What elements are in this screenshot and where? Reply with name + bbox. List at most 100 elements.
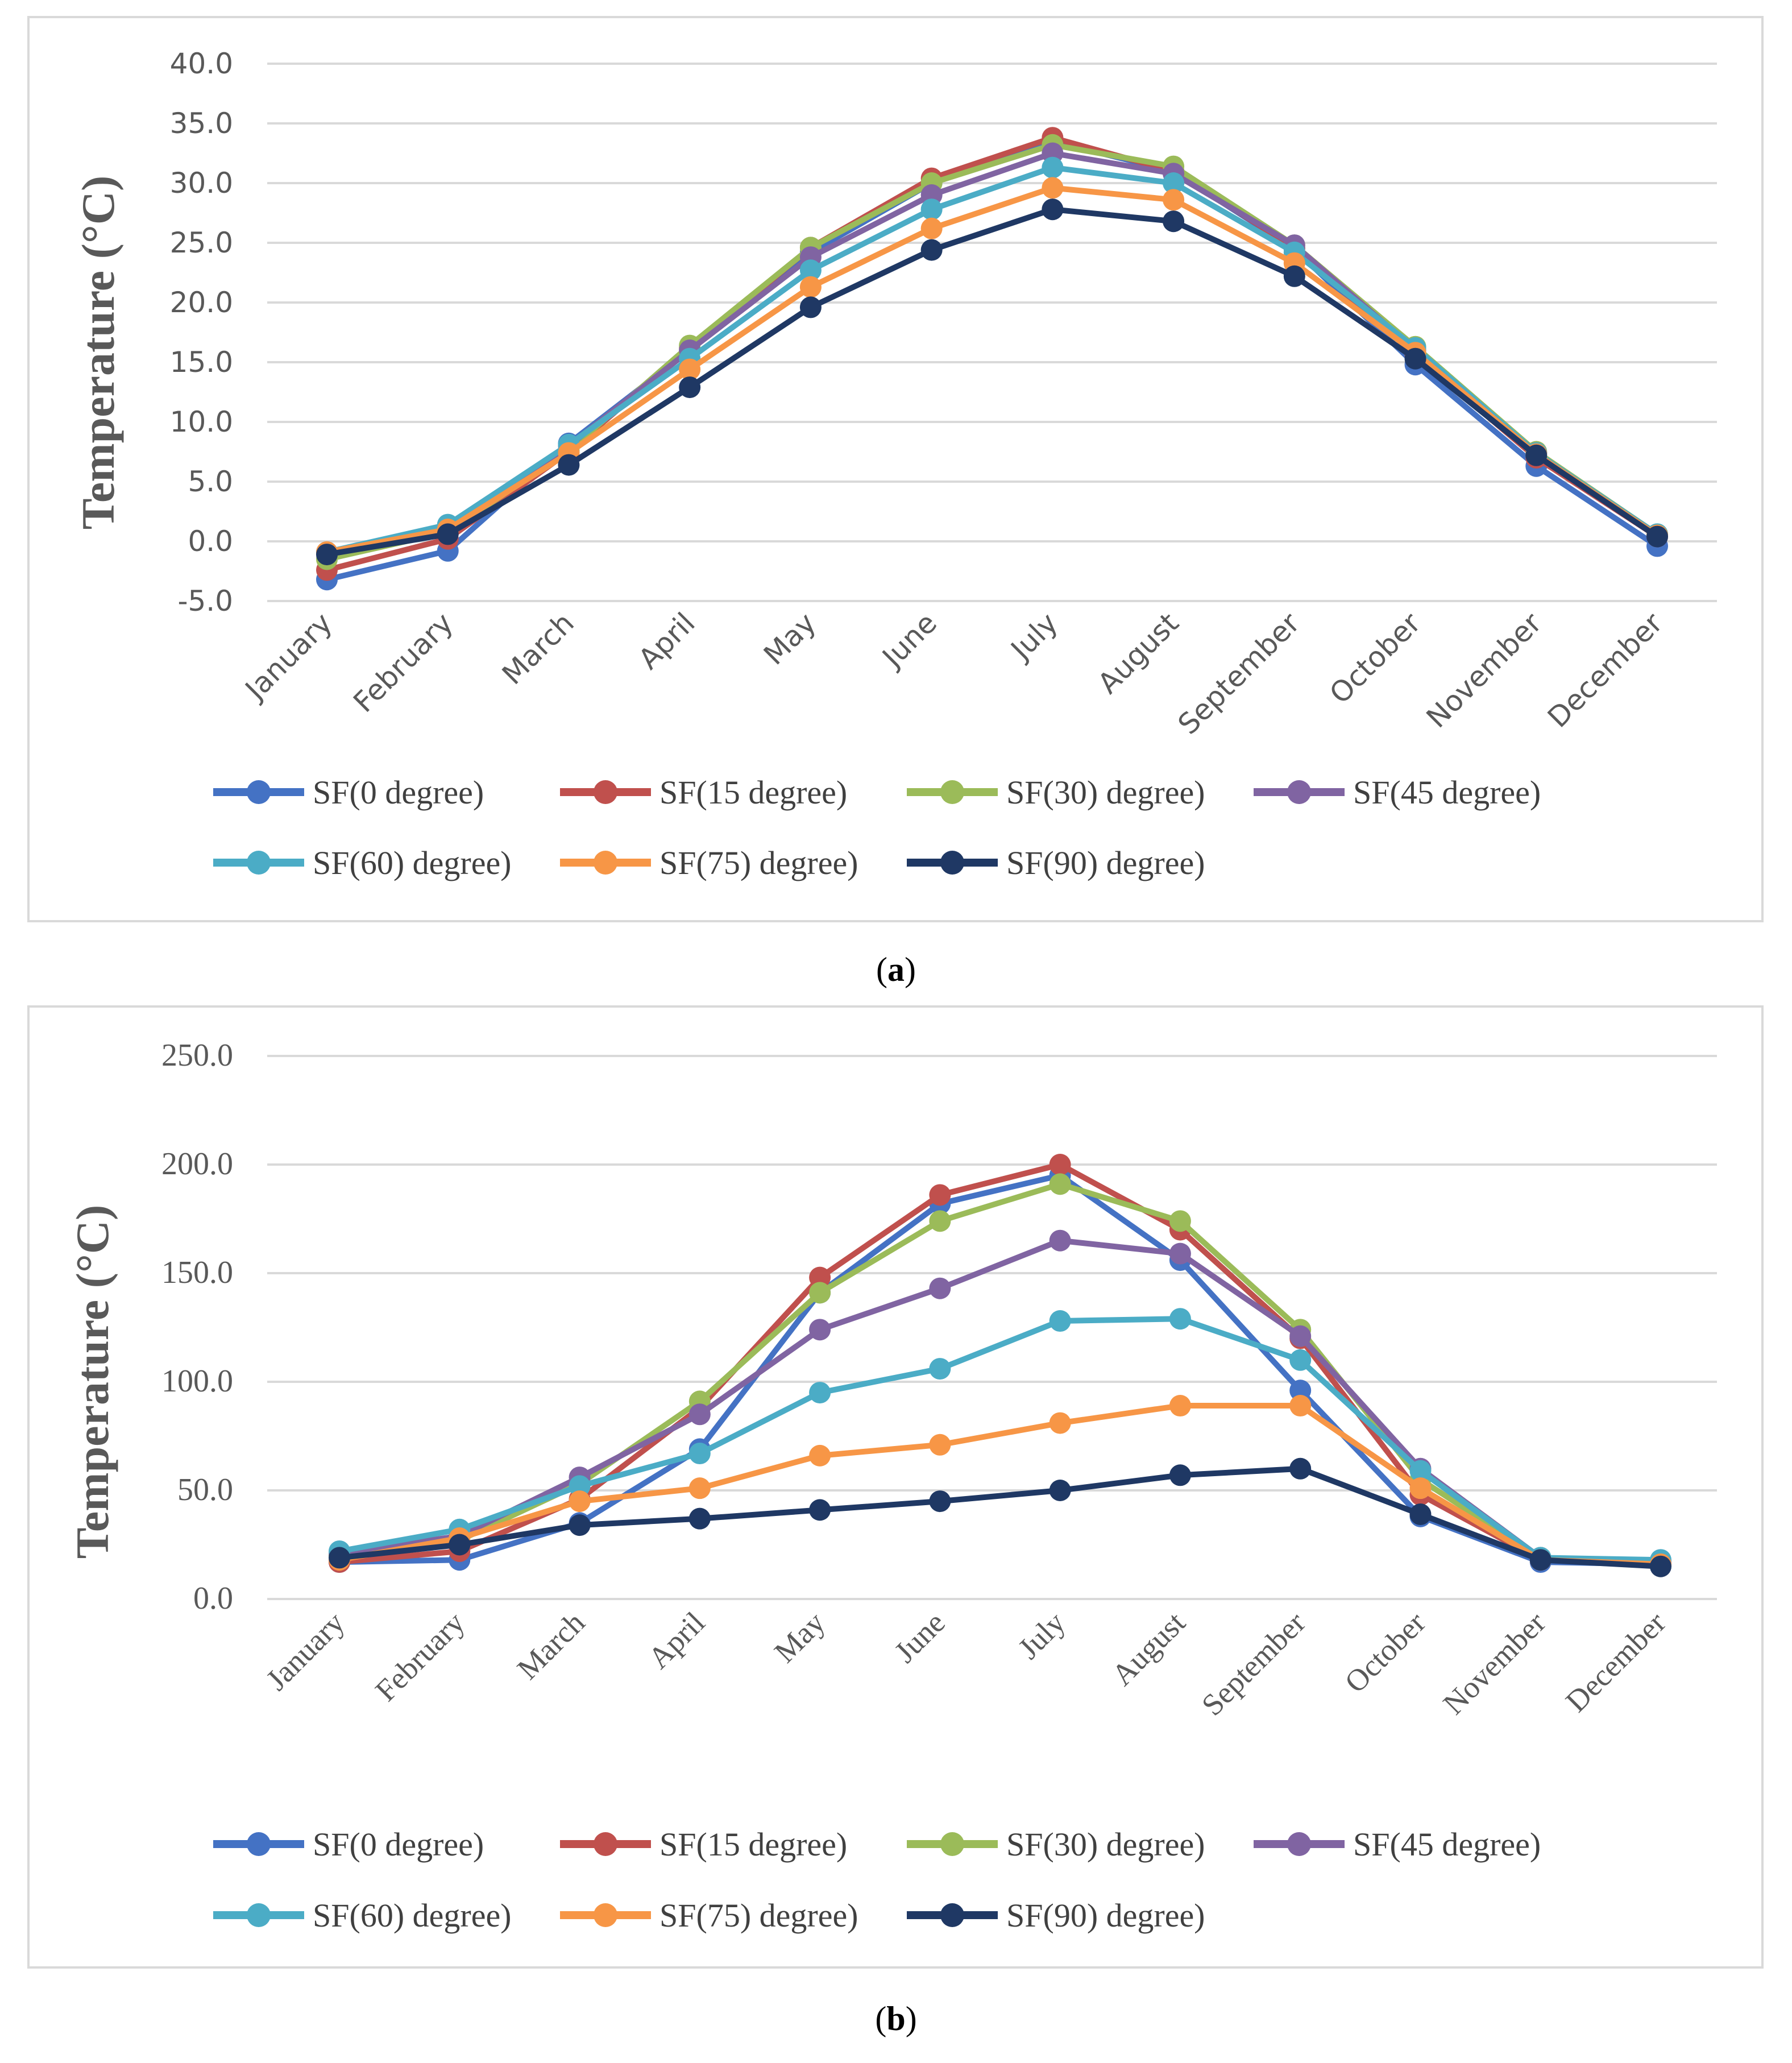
caption-a: (a) — [876, 951, 916, 988]
chart-b-data-point — [688, 1403, 711, 1426]
chart-a-data-point — [1042, 177, 1064, 199]
chart-b-legend-label: SF(75) degree) — [659, 1897, 858, 1934]
chart-b-ytick-label: 50.0 — [177, 1472, 233, 1507]
chart-a-data-point — [1042, 198, 1064, 221]
chart-a-data-point — [1163, 172, 1185, 194]
chart-a-data-point — [799, 276, 822, 298]
chart-b-legend-label: SF(90) degree) — [1006, 1897, 1205, 1934]
chart-b-legend-marker — [940, 1832, 964, 1856]
chart-b-legend-marker — [940, 1903, 964, 1927]
chart-b-data-point — [688, 1443, 711, 1465]
chart-b-data-point — [809, 1499, 831, 1521]
chart-b-data-point — [1169, 1242, 1191, 1265]
chart-b-ytick-label: 0.0 — [193, 1581, 233, 1616]
chart-a-ytick-label: 10.0 — [170, 405, 233, 438]
chart-b-data-point — [1529, 1549, 1552, 1571]
chart-a-data-point — [920, 217, 943, 239]
chart-b-data-point — [1289, 1457, 1312, 1480]
chart-a-data-point — [1404, 347, 1426, 370]
chart-b-data-point — [569, 1490, 591, 1513]
chart-a-legend-marker — [940, 851, 964, 875]
chart-a-data-point — [437, 523, 459, 545]
chart-b-ytick-label: 150.0 — [161, 1255, 233, 1290]
chart-b-data-point — [1650, 1555, 1671, 1577]
chart-a-legend-label: SF(90) degree) — [1006, 844, 1205, 881]
chart-a-data-point — [799, 259, 822, 281]
chart-b-data-point — [1049, 1229, 1071, 1252]
chart-b-data-point — [809, 1319, 831, 1341]
chart-b-data-point — [449, 1534, 471, 1556]
chart-b-data-point — [1049, 1173, 1071, 1195]
chart-b-data-point — [929, 1434, 951, 1456]
chart-a-ytick-label: 35.0 — [170, 107, 233, 140]
chart-b-ytick-label: 250.0 — [161, 1038, 233, 1073]
chart-b-data-point — [1169, 1395, 1191, 1417]
chart-a-legend-label: SF(45 degree) — [1353, 774, 1541, 811]
chart-b-data-point — [1289, 1349, 1312, 1371]
chart-a-legend-marker — [594, 780, 617, 804]
chart-b-legend-marker — [1287, 1832, 1311, 1856]
chart-b-legend-marker — [247, 1903, 271, 1927]
chart-a-data-point — [316, 544, 338, 566]
chart-a-ytick-label: 0.0 — [188, 525, 233, 558]
chart-b-legend-label: SF(30) degree) — [1006, 1826, 1205, 1863]
chart-a-ytick-label: 25.0 — [170, 226, 233, 259]
chart-a-data-point — [558, 454, 580, 476]
chart-b-data-point — [569, 1475, 591, 1497]
chart-a-data-point — [799, 296, 822, 318]
chart-b-data-point — [1289, 1395, 1312, 1417]
chart-a-data-point — [1646, 525, 1668, 548]
caption-b: (b) — [875, 2000, 916, 2037]
chart-b-series-line — [337, 1465, 1664, 1569]
chart-b-legend-marker — [594, 1832, 617, 1856]
chart-b-legend-label: SF(15 degree) — [659, 1826, 847, 1863]
chart-b-data-point — [569, 1514, 591, 1536]
chart-a-data-point — [1163, 189, 1185, 211]
chart-b-data-point — [1409, 1460, 1432, 1482]
chart-b-data-point — [929, 1210, 951, 1232]
chart-a-frame — [27, 16, 1764, 922]
chart-a-data-point — [1283, 265, 1305, 287]
chart-a-ytick-label: -5.0 — [177, 585, 233, 618]
chart-a-legend-label: SF(60) degree) — [313, 844, 512, 881]
chart-a-ytick-label: 40.0 — [170, 47, 233, 80]
chart-a-legend-marker — [1287, 780, 1311, 804]
chart-b-data-point — [688, 1477, 711, 1499]
chart-b-data-point — [929, 1490, 951, 1513]
chart-b-legend-label: SF(0 degree) — [313, 1826, 484, 1863]
chart-b-data-point — [1049, 1310, 1071, 1332]
chart-a-data-point — [1525, 444, 1548, 466]
chart-a-legend-marker — [940, 780, 964, 804]
chart-a-data-point — [679, 358, 701, 380]
chart-b-data-point — [929, 1277, 951, 1299]
chart-b-legend-label: SF(45 degree) — [1353, 1826, 1541, 1863]
chart-a-legend-label: SF(30) degree) — [1006, 774, 1205, 811]
chart-a-ytick-label: 20.0 — [170, 286, 233, 319]
chart-b-data-point — [1169, 1210, 1191, 1232]
chart-a-legend-marker — [594, 851, 617, 875]
chart-a-legend-label: SF(0 degree) — [313, 774, 484, 811]
chart-b-data-point — [809, 1282, 831, 1304]
chart-b-series-line — [337, 1403, 1664, 1567]
chart-a-legend-marker — [247, 780, 271, 804]
chart-b-data-point — [1289, 1325, 1312, 1347]
chart-b-legend-label: SF(60) degree) — [313, 1897, 512, 1934]
chart-b-data-point — [1049, 1412, 1071, 1434]
chart-b-data-point — [809, 1444, 831, 1467]
chart-b-data-point — [1049, 1480, 1071, 1501]
chart-b-data-point — [929, 1358, 951, 1380]
chart-a-data-point — [1163, 210, 1185, 233]
chart-b-ytick-label: 100.0 — [161, 1364, 233, 1399]
chart-b-data-point — [809, 1266, 831, 1289]
chart-b-data-point — [688, 1507, 711, 1530]
chart-a-data-point — [1042, 156, 1064, 179]
chart-b-data-point — [1289, 1380, 1312, 1402]
chart-b-data-point — [329, 1547, 350, 1569]
chart-b-data-point — [1409, 1503, 1432, 1526]
chart-a-ylabel: Temperature (°C) — [72, 176, 124, 530]
chart-b-data-point — [1169, 1464, 1191, 1486]
chart-a-series-line — [324, 185, 1660, 555]
chart-a-data-point — [920, 239, 943, 261]
chart-a-ytick-label: 15.0 — [170, 346, 233, 379]
